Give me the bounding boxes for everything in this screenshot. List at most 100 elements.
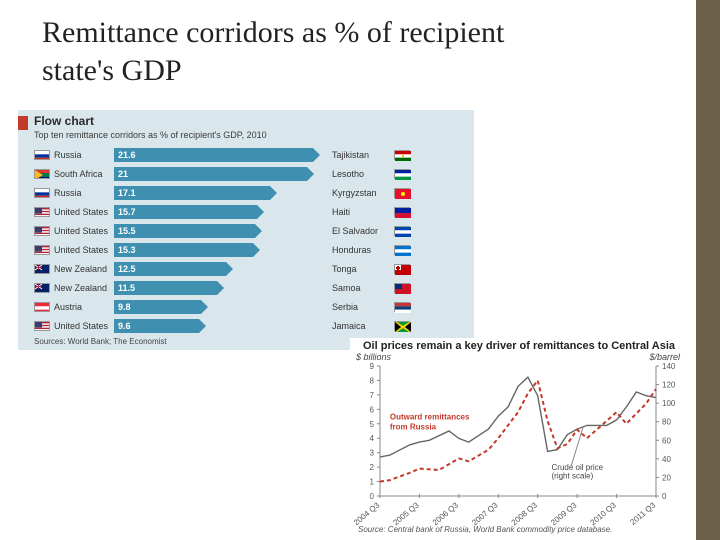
origin-flag-icon <box>34 283 50 293</box>
oil-chart-source: Source: Central bank of Russia, World Ba… <box>358 525 612 534</box>
origin-label: New Zealand <box>54 283 114 293</box>
flow-row: South Africa21 Lesotho <box>34 165 464 183</box>
svg-text:2006 Q3: 2006 Q3 <box>431 500 461 527</box>
origin-label: United States <box>54 321 114 331</box>
page-title: Remittance corridors as % of recipient s… <box>42 14 582 91</box>
flow-row: United States 15.7 Haiti <box>34 203 464 221</box>
svg-text:120: 120 <box>662 381 676 390</box>
flow-chart-subtitle: Top ten remittance corridors as % of rec… <box>34 130 267 140</box>
bar-track: 21 <box>114 167 324 181</box>
svg-text:80: 80 <box>662 418 671 427</box>
origin-flag-icon <box>34 245 50 255</box>
svg-text:2011 Q3: 2011 Q3 <box>628 500 657 527</box>
svg-text:140: 140 <box>662 362 676 371</box>
oil-chart-panel: Oil prices remain a key driver of remitt… <box>350 338 688 536</box>
bar-value: 21.6 <box>118 148 136 162</box>
flow-row: United States 15.3 Honduras <box>34 241 464 259</box>
oil-chart-plot: 0123456789020406080100120140Outward remi… <box>380 366 656 496</box>
dest-flag-icon <box>394 302 410 312</box>
svg-text:2: 2 <box>370 463 375 472</box>
bar-track: 11.5 <box>114 281 324 295</box>
svg-text:3: 3 <box>370 449 375 458</box>
svg-text:9: 9 <box>370 362 375 371</box>
dest-label: Tajikistan <box>332 150 390 160</box>
side-accent <box>696 0 720 540</box>
origin-flag-icon <box>34 169 50 179</box>
dest-flag-icon <box>394 226 410 236</box>
svg-text:2008 Q3: 2008 Q3 <box>510 500 540 527</box>
svg-text:2005 Q3: 2005 Q3 <box>391 500 421 527</box>
remittances-annotation: Outward remittances <box>390 412 470 421</box>
origin-label: South Africa <box>54 169 114 179</box>
origin-label: United States <box>54 226 114 236</box>
svg-text:40: 40 <box>662 455 671 464</box>
flow-chart-title: Flow chart <box>34 114 94 128</box>
flow-row: United States 9.6 Jamaica <box>34 317 464 335</box>
svg-text:(right scale): (right scale) <box>552 472 594 481</box>
oil-chart-ylabel-left: $ billions <box>356 352 391 362</box>
origin-label: United States <box>54 245 114 255</box>
bar-track: 9.6 <box>114 319 324 333</box>
oil-chart-title: Oil prices remain a key driver of remitt… <box>350 338 688 352</box>
dest-label: Tonga <box>332 264 390 274</box>
origin-flag-icon <box>34 302 50 312</box>
dest-label: Haiti <box>332 207 390 217</box>
origin-flag-icon <box>34 226 50 236</box>
oil-chart-xticks: 2004 Q32005 Q32006 Q32007 Q32008 Q32009 … <box>350 496 688 526</box>
dest-flag-icon <box>394 283 410 293</box>
origin-label: Russia <box>54 188 114 198</box>
bar-value: 9.6 <box>118 319 131 333</box>
dest-flag-icon <box>394 264 410 274</box>
svg-text:5: 5 <box>370 420 375 429</box>
bar-track: 15.7 <box>114 205 324 219</box>
bar-track: 15.3 <box>114 243 324 257</box>
flow-row: Austria 9.8 Serbia <box>34 298 464 316</box>
origin-flag-icon <box>34 264 50 274</box>
flow-row: Russia 21.6 Tajikistan <box>34 146 464 164</box>
svg-text:from Russia: from Russia <box>390 423 437 432</box>
bar-value: 17.1 <box>118 186 136 200</box>
bar-track: 17.1 <box>114 186 324 200</box>
bar-value: 12.5 <box>118 262 136 276</box>
origin-flag-icon <box>34 188 50 198</box>
dest-label: El Salvador <box>332 226 390 236</box>
flow-row: United States 15.5 El Salvador <box>34 222 464 240</box>
origin-label: Austria <box>54 302 114 312</box>
bar-track: 21.6 <box>114 148 324 162</box>
origin-label: Russia <box>54 150 114 160</box>
origin-flag-icon <box>34 321 50 331</box>
svg-text:2010 Q3: 2010 Q3 <box>589 500 619 527</box>
oil-annotation: Crude oil price <box>552 463 604 472</box>
svg-text:8: 8 <box>370 376 375 385</box>
dest-flag-icon <box>394 150 410 160</box>
origin-flag-icon <box>34 207 50 217</box>
svg-text:1: 1 <box>370 478 375 487</box>
dest-label: Samoa <box>332 283 390 293</box>
origin-label: United States <box>54 207 114 217</box>
flow-row: Russia 17.1 Kyrgyzstan <box>34 184 464 202</box>
flow-chart-tab <box>18 116 28 130</box>
dest-flag-icon <box>394 321 410 331</box>
flow-row: New Zealand 12.5 Tonga <box>34 260 464 278</box>
svg-text:6: 6 <box>370 405 375 414</box>
dest-label: Serbia <box>332 302 390 312</box>
svg-text:4: 4 <box>370 434 375 443</box>
bar-value: 15.7 <box>118 205 136 219</box>
oil-chart-ylabel-right: $/barrel <box>649 352 680 362</box>
dest-label: Honduras <box>332 245 390 255</box>
bar-value: 9.8 <box>118 300 131 314</box>
dest-label: Kyrgyzstan <box>332 188 390 198</box>
origin-label: New Zealand <box>54 264 114 274</box>
dest-flag-icon <box>394 169 410 179</box>
bar-value: 15.5 <box>118 224 136 238</box>
dest-flag-icon <box>394 188 410 198</box>
dest-label: Lesotho <box>332 169 390 179</box>
flow-chart-source: Sources: World Bank; The Economist <box>34 337 167 346</box>
svg-text:20: 20 <box>662 473 671 482</box>
flow-row: New Zealand 11.5 Samoa <box>34 279 464 297</box>
bar-value: 15.3 <box>118 243 136 257</box>
dest-label: Jamaica <box>332 321 390 331</box>
flow-chart-rows: Russia 21.6 Tajikistan South Africa21 Lesoth… <box>34 146 464 336</box>
flow-chart-panel: Flow chart Top ten remittance corridors … <box>18 110 474 350</box>
bar-value: 11.5 <box>118 281 135 295</box>
